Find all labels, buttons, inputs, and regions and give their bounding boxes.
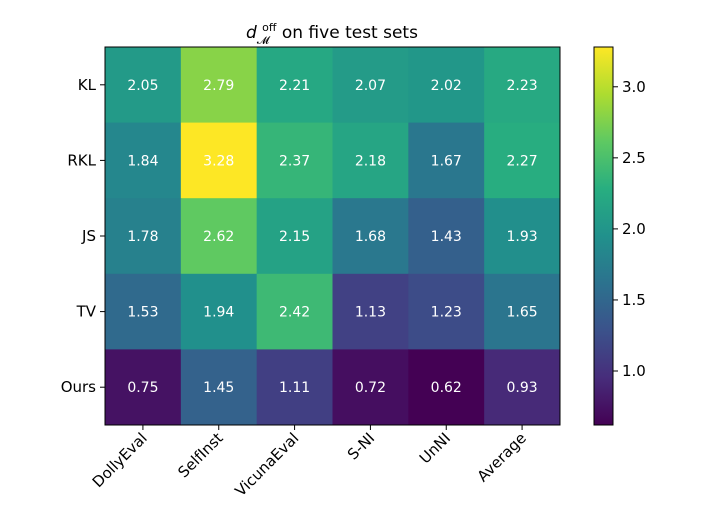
y-tick-label: TV [76,303,97,321]
cell-value-label: 2.02 [431,78,462,94]
heatmap-cell-js-unni [408,198,485,275]
heatmap-cell-ours-selfinst [180,349,258,426]
colorbar-tick-label: 1.0 [622,362,646,380]
heatmap-cell-rkl-average [484,122,561,199]
y-tick-label: Ours [61,378,96,396]
heatmap-cell-ours-unni [408,349,485,426]
cell-value-label: 1.53 [127,305,158,321]
heatmap-cell-ours-dollyeval [105,349,182,426]
heatmap-cell-rkl-selfinst [180,122,258,199]
cell-value-labels: 2.05 2.79 2.21 2.07 2.02 2.23 1.84 3.28 2.37 2.18… [127,78,537,396]
heatmap-cell-js-dollyeval [105,198,182,275]
colorbar-ticks: 1.0 1.5 2.0 2.5 3.0 [613,78,646,380]
cell-value-label: 0.72 [355,380,386,396]
y-tick-label: KL [78,76,97,94]
heatmap-cell-js-selfinst [180,198,258,275]
heatmap-cell-kl-vicunaeval [256,47,333,124]
chart-title: d𝓜off on five test sets [246,21,418,47]
colorbar-tick-label: 1.5 [622,291,646,309]
heatmap-cell-js-vicunaeval [256,198,333,275]
x-axis: DollyEval SelfInst VicunaEval S-NI UnNI Avera… [89,425,530,500]
cell-value-label: 2.21 [279,78,310,94]
heatmap-cell-kl-dollyeval [105,47,182,124]
heatmap-cell-ours-vicunaeval [256,349,333,426]
cell-value-label: 0.93 [506,380,537,396]
cell-value-label: 2.37 [279,153,310,169]
cell-value-label: 2.18 [355,153,386,169]
colorbar-tick-label: 3.0 [622,78,646,96]
x-tick-label: Average [474,429,530,485]
colorbar-tick-label: 2.5 [622,149,646,167]
y-tick-label: RKL [67,151,96,169]
heatmap-cell-ours-s-ni [332,349,409,426]
cell-value-label: 1.84 [127,153,158,169]
heatmap-cell-rkl-dollyeval [105,122,182,199]
heatmap-cell-rkl-vicunaeval [256,122,333,199]
cell-value-label: 0.75 [127,380,158,396]
heatmap-cell-tv-unni [408,273,485,350]
cell-value-label: 1.68 [355,229,386,245]
x-tick-label: VicunaEval [232,429,303,500]
heatmap-cell-tv-average [484,273,561,350]
cell-value-label: 1.43 [431,229,462,245]
heatmap-cell-rkl-unni [408,122,485,199]
colorbar-tick-label: 2.0 [622,220,646,238]
cell-value-label: 1.65 [506,305,537,321]
colorbar: 1.0 1.5 2.0 2.5 3.0 [593,46,646,426]
heatmap-cell-tv-selfinst [180,273,258,350]
cell-value-label: 1.23 [431,305,462,321]
heatmap-cell-tv-vicunaeval [256,273,333,350]
heatmap-cells [105,47,561,426]
cell-value-label: 3.28 [203,153,234,169]
y-tick-label: JS [81,227,96,245]
y-axis: KL RKL JS TV Ours [61,76,105,396]
cell-value-label: 2.05 [127,78,158,94]
cell-value-label: 2.42 [279,305,310,321]
cell-value-label: 2.15 [279,229,310,245]
cell-value-label: 2.07 [355,78,386,94]
cell-value-label: 1.11 [279,380,310,396]
cell-value-label: 1.45 [203,380,234,396]
heatmap-cell-rkl-s-ni [332,122,409,199]
x-tick-label: DollyEval [89,429,151,491]
heatmap-cell-kl-unni [408,47,485,124]
cell-value-label: 0.62 [431,380,462,396]
cell-value-label: 2.23 [506,78,537,94]
cell-value-label: 1.67 [431,153,462,169]
heatmap-cell-kl-s-ni [332,47,409,124]
heatmap-cell-js-average [484,198,561,275]
cell-value-label: 2.79 [203,78,234,94]
cell-value-label: 1.78 [127,229,158,245]
colorbar-gradient [593,46,614,426]
cell-value-label: 2.27 [506,153,537,169]
heatmap-cell-tv-s-ni [332,273,409,350]
heatmap-cell-js-s-ni [332,198,409,275]
x-tick-label: S-NI [344,429,378,463]
x-tick-label: UnNI [416,429,454,467]
cell-value-label: 1.13 [355,305,386,321]
cell-value-label: 1.93 [506,229,537,245]
heatmap-cell-ours-average [484,349,561,426]
heatmap-cell-tv-dollyeval [105,273,182,350]
x-tick-label: SelfInst [174,429,226,481]
cell-value-label: 2.62 [203,229,234,245]
heatmap-cell-kl-selfinst [180,47,258,124]
cell-value-label: 1.94 [203,305,234,321]
heatmap-cell-kl-average [484,47,561,124]
